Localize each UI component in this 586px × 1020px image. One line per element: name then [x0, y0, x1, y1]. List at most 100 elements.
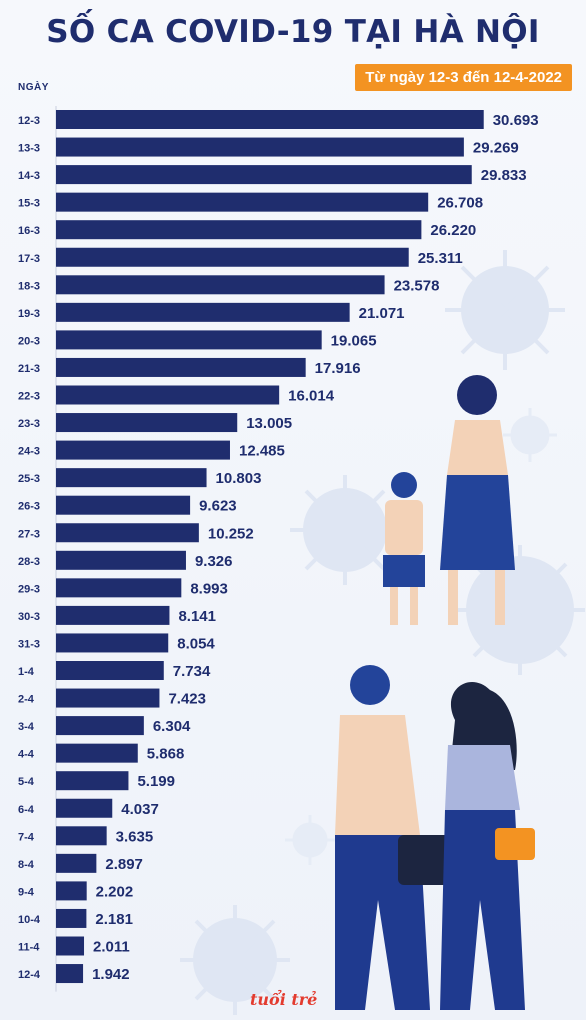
- category-label: 26-3: [18, 501, 40, 513]
- category-label: 31-3: [18, 638, 40, 650]
- category-label: 10-4: [18, 914, 41, 926]
- category-label: 15-3: [18, 198, 40, 210]
- category-label: 4-4: [18, 749, 35, 761]
- value-label: 10.803: [216, 470, 262, 487]
- virus-icon: [180, 905, 290, 1015]
- category-label: 3-4: [18, 721, 35, 733]
- category-label: 5-4: [18, 776, 35, 788]
- bar: [56, 826, 107, 846]
- value-label: 21.071: [359, 305, 405, 322]
- bar: [56, 275, 385, 295]
- publisher-logo: tuổi trẻ: [250, 990, 318, 1009]
- category-label: 12-3: [18, 115, 40, 127]
- bar: [56, 688, 160, 708]
- bar: [56, 220, 422, 240]
- category-label: 1-4: [18, 666, 35, 678]
- bar: [56, 440, 230, 460]
- mother-child-illustration: [383, 375, 515, 625]
- category-label: 2-4: [18, 694, 35, 706]
- category-label: 8-4: [18, 859, 35, 871]
- value-label: 9.623: [199, 498, 237, 515]
- y-axis-label: NGÀY: [18, 82, 49, 93]
- value-label: 10.252: [208, 525, 254, 542]
- category-label: 21-3: [18, 363, 40, 375]
- bar: [56, 495, 191, 515]
- bar: [56, 385, 280, 405]
- bar: [56, 908, 87, 928]
- value-label: 2.202: [96, 883, 134, 900]
- bar: [56, 964, 84, 984]
- bar: [56, 605, 170, 625]
- category-label: 29-3: [18, 583, 40, 595]
- value-label: 13.005: [246, 415, 292, 432]
- bar: [56, 578, 182, 598]
- category-label: 13-3: [18, 143, 40, 155]
- value-label: 6.304: [153, 718, 191, 735]
- bar: [56, 743, 138, 763]
- bar: [56, 165, 472, 185]
- bar: [56, 936, 85, 956]
- category-label: 27-3: [18, 528, 40, 540]
- value-label: 8.141: [178, 608, 216, 625]
- page-title: SỐ CA COVID-19 TẠI HÀ NỘI: [46, 14, 540, 50]
- value-label: 8.054: [177, 635, 215, 652]
- category-label: 24-3: [18, 446, 40, 458]
- bar: [56, 247, 409, 267]
- value-label: 1.942: [92, 966, 130, 983]
- value-label: 12.485: [239, 443, 285, 460]
- bar: [56, 853, 97, 873]
- category-label: 22-3: [18, 391, 40, 403]
- virus-icon: [455, 545, 585, 675]
- value-label: 7.423: [168, 691, 206, 708]
- virus-icon: [503, 408, 557, 462]
- bar: [56, 110, 484, 129]
- value-label: 29.833: [481, 167, 527, 184]
- bar: [56, 523, 199, 543]
- bar: [56, 413, 238, 433]
- bar: [56, 468, 207, 488]
- value-label: 29.269: [473, 140, 519, 157]
- value-label: 2.011: [93, 939, 130, 956]
- bar: [56, 633, 169, 653]
- category-label: 6-4: [18, 804, 35, 816]
- value-label: 26.220: [430, 222, 476, 239]
- category-label: 19-3: [18, 308, 40, 320]
- value-label: 2.181: [95, 911, 133, 928]
- bar: [56, 771, 129, 791]
- value-label: 17.916: [315, 360, 361, 377]
- value-label: 4.037: [121, 801, 159, 818]
- bar: [56, 550, 186, 570]
- value-label: 26.708: [437, 195, 483, 212]
- bar: [56, 716, 144, 736]
- bar: [56, 330, 322, 350]
- value-label: 5.199: [137, 773, 175, 790]
- value-label: 8.993: [190, 580, 228, 597]
- category-label: 11-4: [18, 942, 40, 954]
- category-label: 17-3: [18, 253, 40, 265]
- bar: [56, 192, 429, 212]
- category-label: 23-3: [18, 418, 40, 430]
- virus-icon: [285, 815, 335, 865]
- value-label: 30.693: [493, 112, 539, 129]
- category-label: 25-3: [18, 473, 40, 485]
- value-label: 7.734: [173, 663, 211, 680]
- category-label: 28-3: [18, 556, 40, 568]
- bar: [56, 661, 164, 680]
- bar: [56, 302, 350, 322]
- value-label: 23.578: [394, 277, 440, 294]
- value-label: 3.635: [116, 828, 154, 845]
- value-label: 9.326: [195, 553, 233, 570]
- date-range-badge: Từ ngày 12-3 đến 12-4-2022: [355, 64, 572, 91]
- bar: [56, 357, 306, 377]
- value-label: 2.897: [105, 856, 143, 873]
- bar: [56, 798, 113, 818]
- bar: [56, 137, 464, 157]
- virus-icon: [290, 475, 400, 585]
- category-label: 12-4: [18, 969, 41, 981]
- virus-icon: [445, 250, 565, 370]
- category-label: 9-4: [18, 886, 35, 898]
- category-label: 16-3: [18, 225, 40, 237]
- couple-illustration: [335, 665, 535, 1010]
